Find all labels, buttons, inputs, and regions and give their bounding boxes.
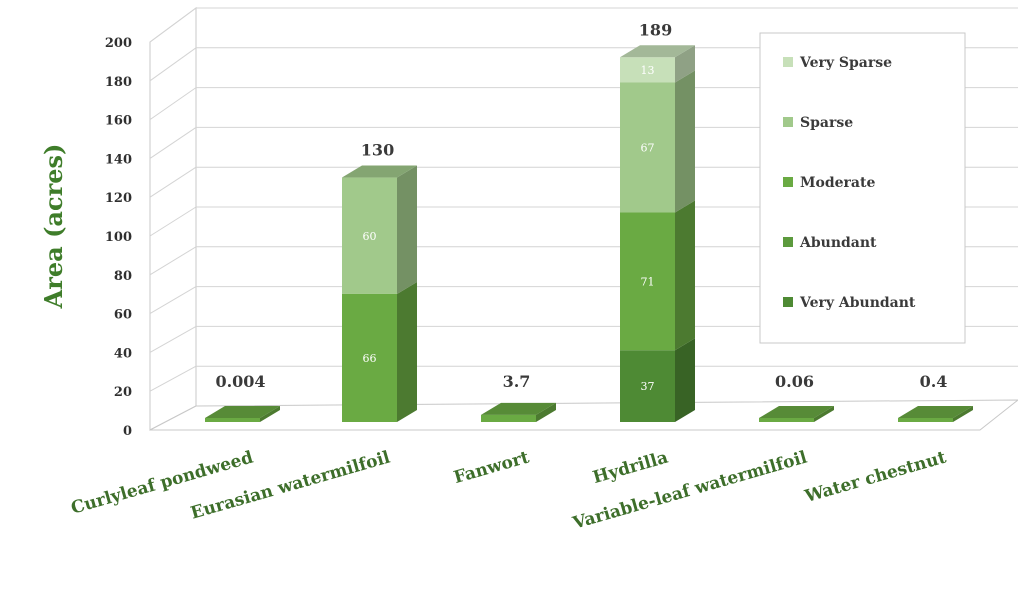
- legend-item: Very Sparse: [783, 55, 892, 71]
- legend-item: Abundant: [783, 235, 877, 251]
- gridline-side: [149, 206, 197, 237]
- total-label: 0.06: [775, 372, 814, 391]
- gridline-side: [149, 286, 197, 315]
- y-tick-label: 20: [114, 385, 132, 400]
- gridline-side: [149, 246, 197, 276]
- bar-side: [814, 406, 834, 422]
- segment-value-label: 66: [363, 352, 377, 365]
- gridline-side: [149, 166, 197, 198]
- bars: 66 60 37 71 67 13: [205, 45, 973, 422]
- bar-side: [675, 45, 695, 83]
- gridline-side: [149, 7, 197, 43]
- bar-side: [397, 165, 417, 294]
- category-label: Variable-leaf watermilfoil: [570, 447, 810, 534]
- y-tick-label: 60: [114, 308, 132, 323]
- bar-front: [342, 177, 397, 294]
- segment-value-label: 13: [641, 64, 655, 77]
- bar-segment: 13: [620, 45, 695, 83]
- bar-side: [675, 338, 695, 422]
- bar-segment: [898, 406, 973, 422]
- legend-label: Very Abundant: [799, 295, 916, 311]
- bar-side: [675, 200, 695, 351]
- bar-segment: 67: [620, 70, 695, 213]
- y-axis-label: Area (acres): [39, 144, 68, 310]
- y-tick-label: 200: [105, 36, 132, 51]
- gridline-side: [149, 87, 197, 121]
- bar-segment: [205, 406, 280, 422]
- bar-top: [342, 165, 417, 178]
- bar-segment: 66: [342, 281, 417, 422]
- segment-value-label: 37: [641, 380, 655, 393]
- bar-side: [397, 281, 417, 422]
- bar-side: [260, 406, 280, 422]
- bar-top: [205, 406, 280, 418]
- legend-item: Very Abundant: [783, 295, 916, 311]
- legend: Very Sparse Sparse Moderate Abundant Very Ab…: [759, 32, 966, 344]
- legend-swatch: [783, 237, 793, 247]
- bar-segment: 37: [620, 338, 695, 422]
- y-tick-label: 40: [114, 346, 132, 361]
- gridline-side: [149, 365, 197, 392]
- total-label: 3.7: [503, 372, 531, 391]
- y-tick-label: 180: [105, 75, 132, 90]
- y-tick-label: 80: [114, 269, 132, 284]
- total-label: 0.4: [920, 372, 948, 391]
- bar-side: [953, 406, 973, 422]
- total-label: 189: [639, 20, 672, 39]
- gridline-side: [149, 325, 197, 353]
- bar-top: [620, 45, 695, 58]
- bar-front: [342, 293, 397, 422]
- segment-value-label: 71: [641, 275, 655, 288]
- bar-front: [481, 414, 536, 422]
- legend-box: [759, 32, 966, 344]
- bar-front: [620, 82, 675, 213]
- gridline-side: [149, 47, 197, 82]
- legend-swatch: [783, 57, 793, 67]
- legend-label: Abundant: [799, 235, 877, 251]
- bar-front: [620, 57, 675, 83]
- legend-label: Very Sparse: [799, 55, 892, 71]
- category-label: Water chestnut: [802, 448, 949, 508]
- floor: [149, 399, 1018, 431]
- bar-top: [481, 402, 556, 415]
- bar-side: [675, 70, 695, 213]
- legend-label: Sparse: [800, 115, 853, 131]
- legend-swatch: [783, 297, 793, 307]
- bar-top: [898, 406, 973, 418]
- bar-front: [620, 212, 675, 351]
- bar-segment: [481, 402, 556, 422]
- bar-front: [205, 418, 260, 422]
- bar-top: [759, 406, 834, 418]
- bar-front: [620, 350, 675, 422]
- total-label: 0.004: [215, 372, 265, 391]
- y-tick-label: 140: [105, 152, 132, 167]
- bar-segment: 60: [342, 165, 417, 294]
- legend-item: Sparse: [783, 115, 853, 131]
- y-tick-label: 120: [105, 191, 132, 206]
- bar-segment: [759, 406, 834, 422]
- legend-swatch: [783, 117, 793, 127]
- bar-side: [536, 402, 556, 422]
- bar-segment: 71: [620, 200, 695, 351]
- legend-item: Moderate: [783, 175, 875, 191]
- total-labels: 0.004 130 3.7 189 0.06 0.4: [215, 20, 947, 391]
- y-tick-label: 100: [105, 230, 132, 245]
- y-tick-label: 160: [105, 114, 132, 129]
- gridline-side: [149, 126, 197, 159]
- total-label: 130: [361, 141, 394, 160]
- bar-front: [759, 418, 814, 422]
- segment-value-label: 60: [363, 230, 377, 243]
- legend-label: Moderate: [800, 175, 875, 191]
- legend-swatch: [783, 177, 793, 187]
- side-wall: [149, 7, 197, 431]
- category-label: Hydrilla: [591, 448, 671, 489]
- bar-front: [898, 418, 953, 422]
- y-axis-ticks: 0 20 40 60 80 100 120 140 160 180 200: [105, 36, 132, 439]
- y-tick-label: 0: [123, 424, 132, 439]
- category-label: Fanwort: [452, 448, 532, 489]
- segment-value-label: 67: [641, 141, 655, 154]
